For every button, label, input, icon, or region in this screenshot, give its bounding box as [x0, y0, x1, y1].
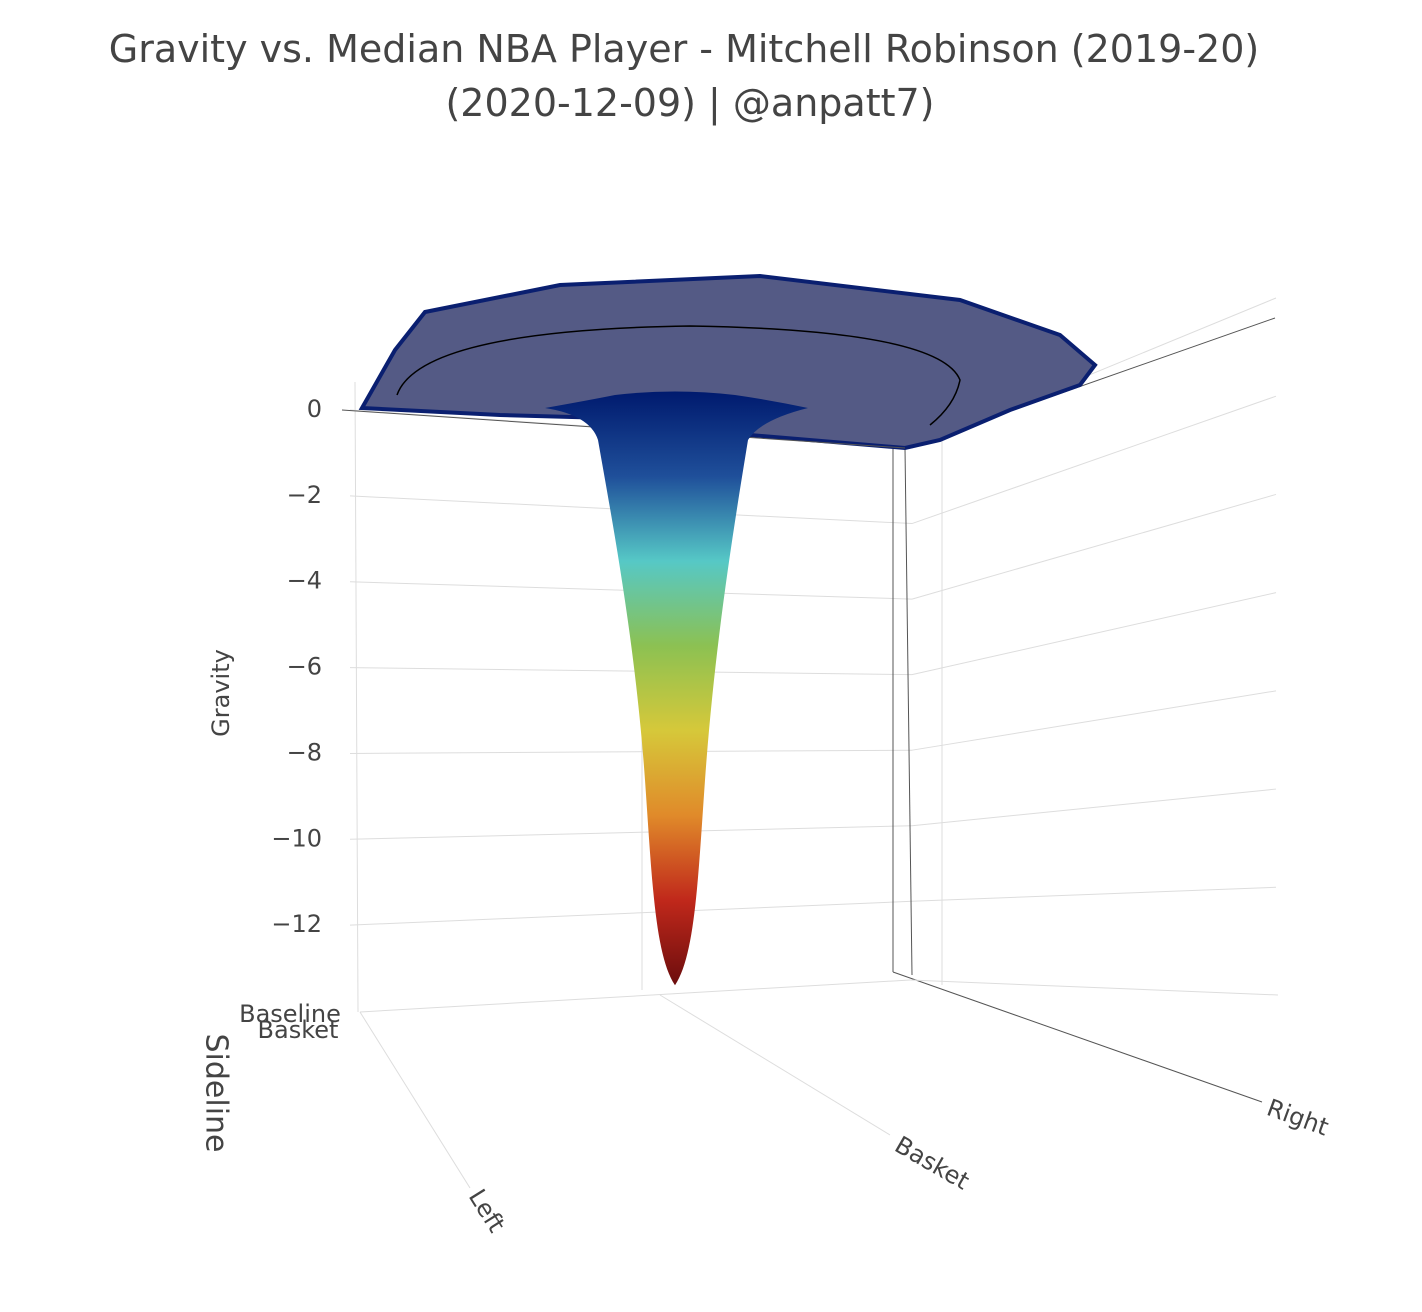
z-tick-label: −12 — [271, 910, 322, 938]
z-tick-label: −8 — [287, 738, 322, 766]
grid-line — [349, 900, 913, 926]
y-tick-label: Baseline — [239, 1000, 341, 1028]
grid-line — [349, 749, 913, 754]
z-tick-label: −10 — [271, 824, 322, 852]
z-axis-title: Gravity — [207, 649, 235, 737]
grid-line — [349, 825, 913, 840]
court-line — [396, 325, 961, 426]
z-tick-label: −6 — [287, 653, 322, 681]
y-tick-label: Basket — [258, 1016, 339, 1044]
chart-subtitle: (2020-12-09) | @anpatt7) — [445, 81, 934, 126]
grid-line — [911, 788, 1277, 827]
y-axis-title: Sideline — [199, 1033, 234, 1152]
z-tick-label: 0 — [307, 395, 322, 423]
grid-line — [911, 395, 1277, 525]
grid-line — [911, 493, 1277, 600]
grid-line — [911, 886, 1277, 902]
box-edges — [892, 317, 1276, 1103]
gravity-well — [545, 391, 808, 986]
chart-title: Gravity vs. Median NBA Player - Mitchell… — [109, 27, 1259, 71]
x-tick-label: Left — [463, 1184, 511, 1237]
x-tick-label: Basket — [890, 1131, 974, 1196]
z-tick-label: −4 — [287, 567, 322, 595]
z-tick-label: −2 — [287, 481, 322, 509]
x-tick-label: Right — [1263, 1094, 1332, 1142]
grid-line — [349, 667, 913, 676]
grid-line — [911, 690, 1277, 751]
grid-line — [911, 592, 1277, 676]
